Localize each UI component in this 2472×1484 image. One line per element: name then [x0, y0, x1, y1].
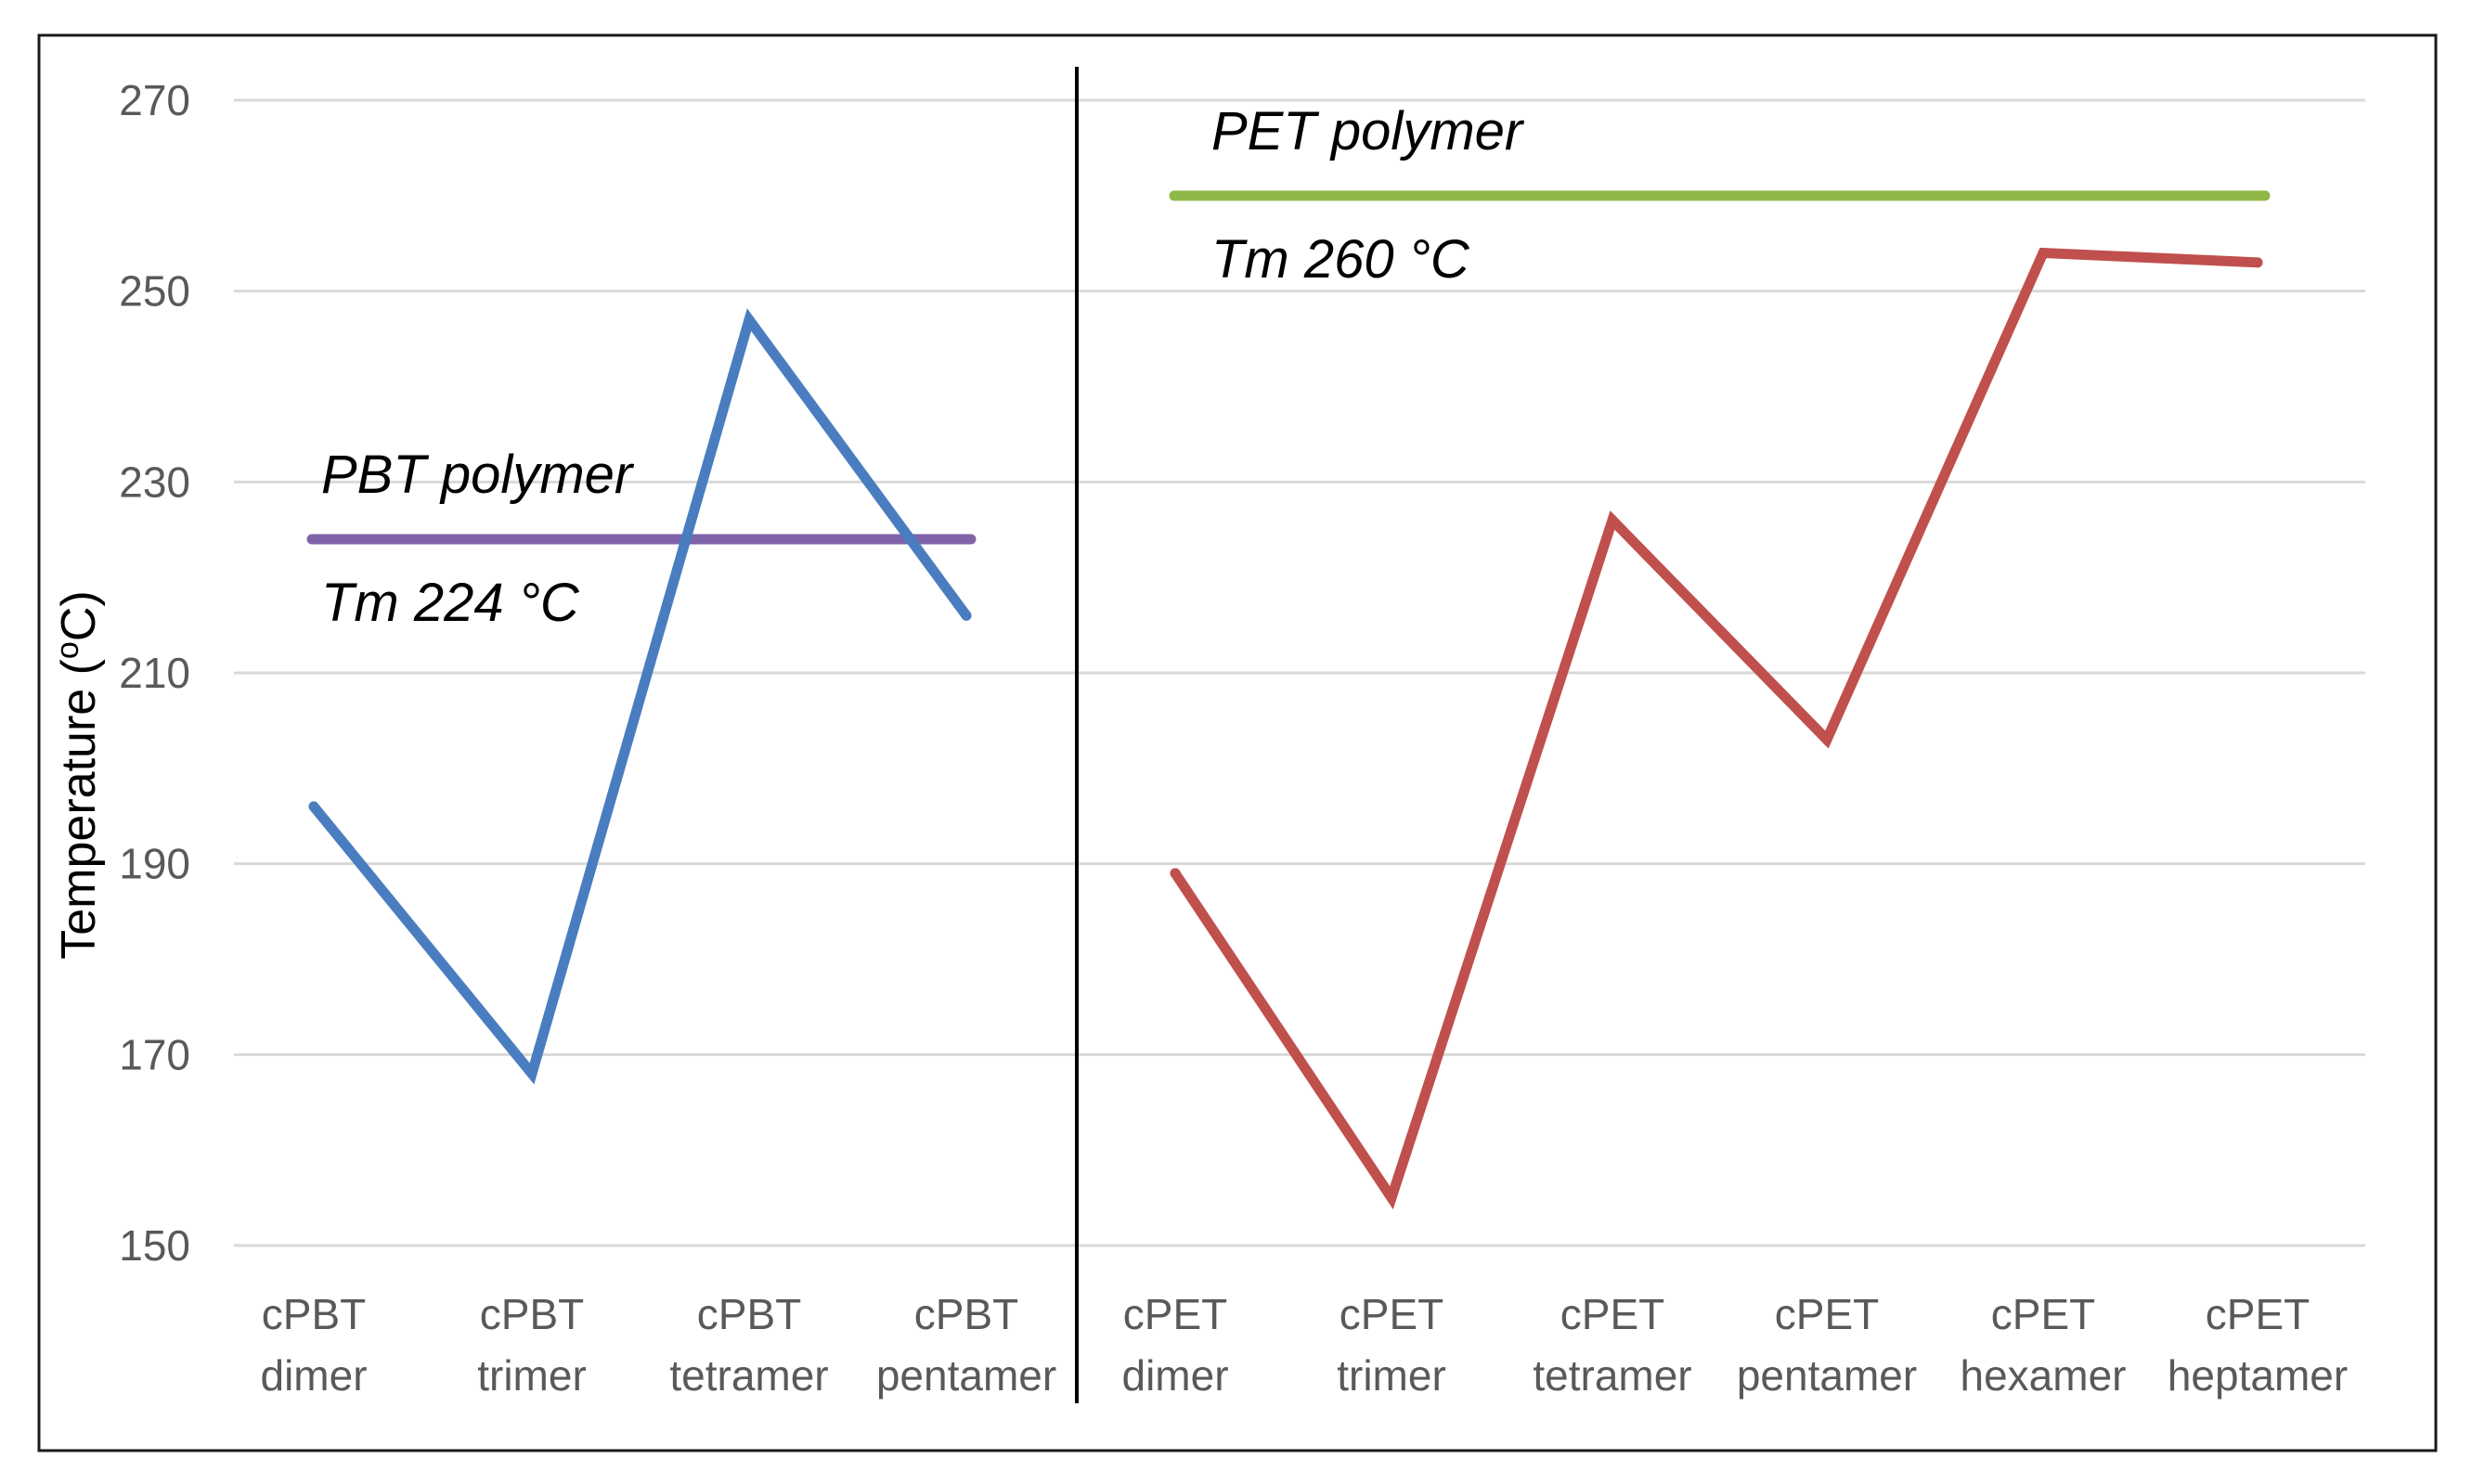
reference-label-top: PBT polymer — [321, 445, 635, 505]
data-point — [2038, 248, 2049, 259]
category-label: cPBT dimer — [260, 1290, 367, 1400]
y-tick-label: 170 — [119, 1030, 190, 1078]
data-point — [308, 801, 319, 812]
y-tick-label: 250 — [119, 267, 190, 316]
data-point — [744, 315, 755, 326]
y-tick-label: 150 — [119, 1221, 190, 1270]
y-tick-label: 270 — [119, 76, 190, 124]
reference-label-top: PET polymer — [1211, 101, 1525, 161]
grid-lines — [234, 98, 2365, 1247]
data-point — [1821, 734, 1832, 745]
category-label: cPET tetramer — [1533, 1290, 1691, 1400]
reference-label-bottom: Tm 224 °C — [321, 573, 580, 633]
category-label: cPBT pentamer — [876, 1290, 1056, 1400]
y-tick-label: 210 — [119, 649, 190, 697]
category-label: cPET hexamer — [1961, 1290, 2127, 1400]
y-tick-label: 230 — [119, 458, 190, 506]
category-label: cPET pentamer — [1737, 1290, 1917, 1400]
reference-label-bottom: Tm 260 °C — [1211, 229, 1470, 290]
category-label: cPBT tetramer — [669, 1290, 828, 1400]
data-point — [961, 610, 972, 621]
data-point — [2252, 257, 2263, 268]
data-point — [526, 1068, 537, 1079]
category-label: cPBT trimer — [477, 1290, 587, 1400]
category-label: cPET trimer — [1337, 1290, 1446, 1400]
data-point — [1386, 1193, 1397, 1204]
y-axis-label: Temperature (oC) — [50, 590, 106, 959]
category-label: cPET dimer — [1121, 1290, 1228, 1400]
category-labels: cPBT dimer cPBT trimer cPBT tetramer cPBT penta… — [260, 1290, 2348, 1400]
series-line — [1170, 247, 2263, 1210]
y-tick-label: 190 — [119, 840, 190, 888]
series — [306, 190, 2271, 1210]
data-point — [1170, 868, 1181, 879]
annotations: PBT polymer Tm 224 °C PET polymer Tm 260 °C — [321, 101, 1525, 633]
category-label: cPET heptamer — [2168, 1290, 2348, 1400]
series-line — [308, 308, 972, 1085]
data-point — [1607, 514, 1618, 525]
y-tick-labels: 150 170 190 210 230 250 270 — [119, 76, 190, 1270]
